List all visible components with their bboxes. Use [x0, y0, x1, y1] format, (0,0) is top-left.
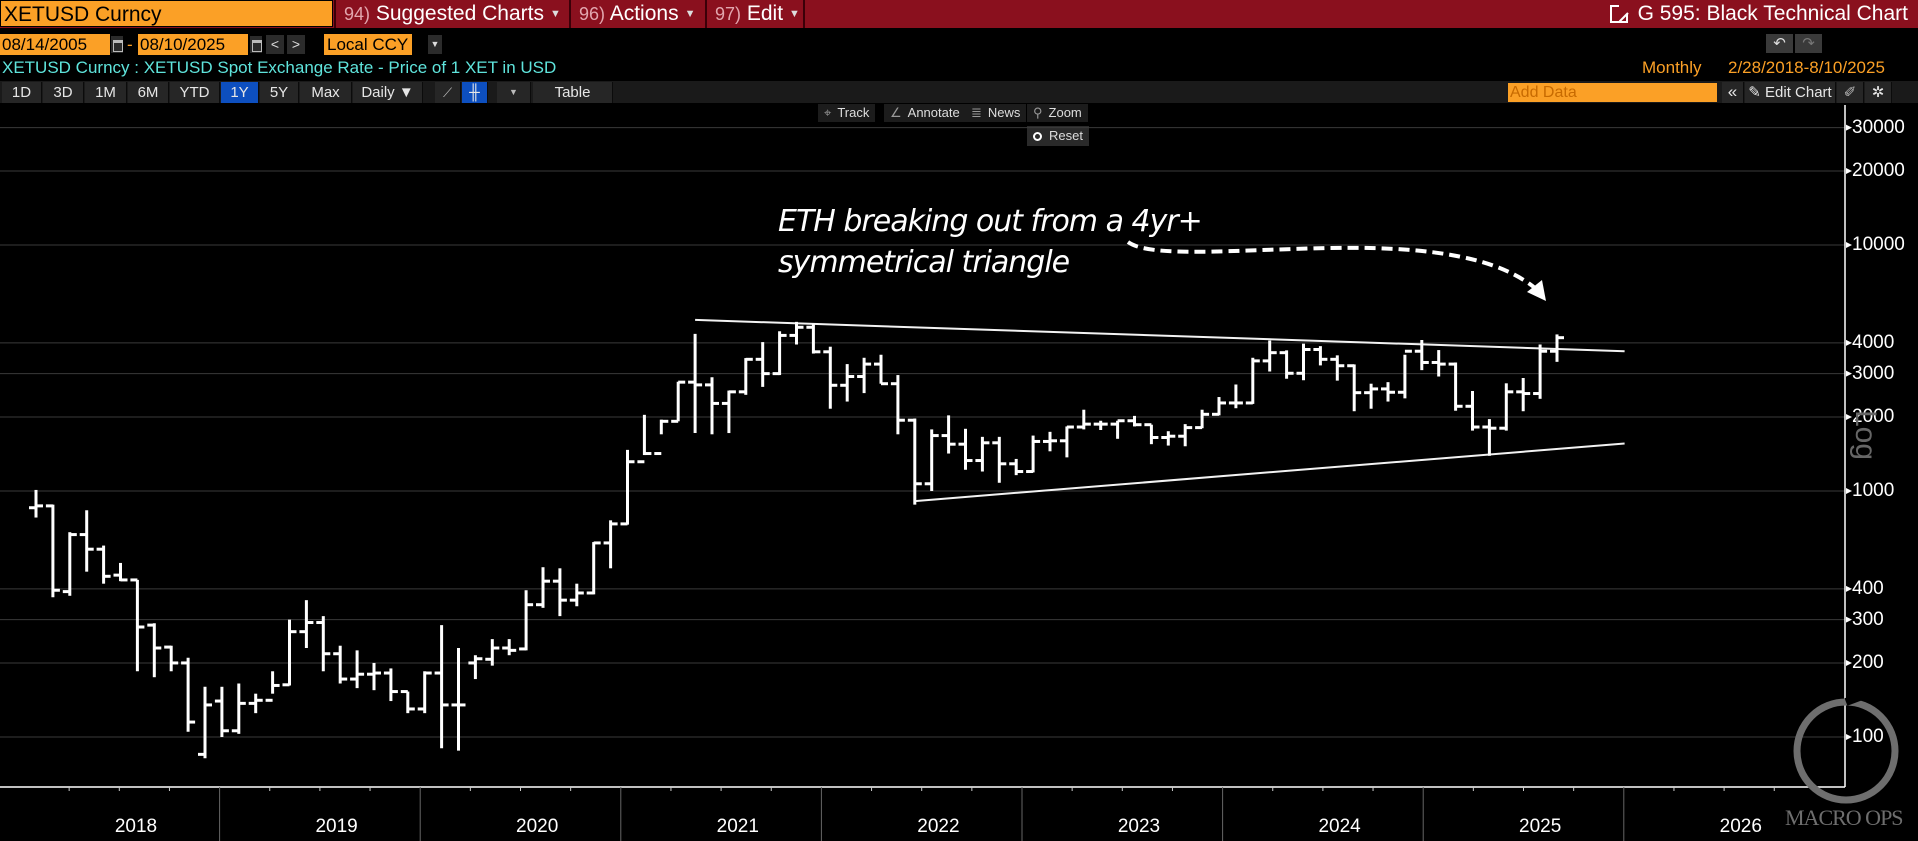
y-tick-label: 30000: [1852, 116, 1905, 138]
gear-icon[interactable]: ✲: [1865, 82, 1892, 103]
undo-button[interactable]: ↶: [1766, 34, 1793, 53]
y-tick-label: 200: [1852, 651, 1884, 673]
menu-number: 97): [715, 4, 742, 24]
y-tick-label: 2000: [1852, 405, 1895, 427]
edit-menu[interactable]: 97) Edit ▼: [705, 0, 805, 28]
macro-ops-logo-icon: [1793, 692, 1899, 804]
chevron-down-icon[interactable]: ▼: [428, 35, 442, 54]
zoom-button[interactable]: ⚲ Zoom: [1027, 104, 1088, 122]
period-1d[interactable]: 1D: [2, 82, 42, 103]
x-tick-label: 2026: [1719, 816, 1762, 837]
annotation-line-1: ETH breaking out from a 4yr+: [778, 204, 1203, 239]
y-tick-label: 20000: [1852, 159, 1905, 181]
ohlc-bars: [29, 321, 1564, 759]
x-tick-label: 2022: [917, 816, 960, 837]
annotate-label: Annotate: [907, 105, 960, 120]
zoom-label: Zoom: [1048, 105, 1082, 120]
annotation-edit-icon[interactable]: ✐: [1837, 82, 1864, 103]
chevron-down-icon: ▼: [549, 8, 561, 20]
frequency-label: Monthly: [1642, 58, 1702, 77]
watermark: MACRO OPS: [1785, 805, 1904, 830]
grid-lines: [0, 127, 1845, 738]
security-description: XETUSD Curncy : XETUSD Spot Exchange Rat…: [2, 58, 557, 77]
top-bar: XETUSD Curncy 94) Suggested Charts ▼ 96) …: [0, 0, 1918, 28]
menu-label: Suggested Charts: [375, 2, 544, 25]
annotation-line-2: symmetrical triangle: [778, 245, 1070, 280]
pencil-icon: ✎: [1748, 84, 1766, 101]
period-max[interactable]: Max: [300, 82, 352, 103]
period-6m[interactable]: 6M: [128, 82, 169, 103]
magnifier-icon: ⚲: [1033, 105, 1043, 120]
chevron-down-icon: ▼: [684, 8, 696, 20]
chart-toolbar: 1D 3D 1M 6M YTD 1Y 5Y Max Daily ▼ ⟋ ╫ ▼ …: [0, 81, 1918, 103]
date-range-label: 2/28/2018-8/10/2025: [1728, 58, 1885, 77]
previous-period-button[interactable]: <: [266, 35, 284, 54]
news-button[interactable]: ≣ News: [965, 104, 1027, 122]
x-tick-label: 2019: [315, 816, 358, 837]
suggested-charts-menu[interactable]: 94) Suggested Charts ▼: [334, 0, 567, 28]
menu-number: 96): [579, 4, 606, 24]
redo-button[interactable]: ↷: [1795, 34, 1822, 53]
menu-label: Actions: [609, 2, 679, 25]
collapse-icon[interactable]: «: [1722, 82, 1744, 103]
x-tick-label: 2023: [1117, 816, 1161, 837]
y-tick-label: 3000: [1852, 362, 1895, 384]
annotate-button[interactable]: ∠ Annotate: [884, 104, 966, 122]
date-range-row: 08/14/2005 - 08/10/2025 < > Local CCY ▼: [0, 34, 1918, 56]
period-3d[interactable]: 3D: [43, 82, 84, 103]
chart-axes: [0, 105, 1852, 841]
reset-label: Reset: [1049, 128, 1083, 143]
annotate-icon: ∠: [890, 105, 902, 120]
period-5y[interactable]: 5Y: [260, 82, 299, 103]
reset-icon: [1033, 132, 1042, 141]
chevron-down-icon: ▼: [789, 8, 800, 20]
calendar-icon[interactable]: [250, 36, 262, 53]
trendlines: [695, 318, 1625, 503]
crosshair-icon: ⌖: [824, 105, 832, 120]
bar-chart-icon[interactable]: ╫: [462, 82, 488, 103]
period-1m[interactable]: 1M: [85, 82, 127, 103]
table-button[interactable]: Table: [533, 82, 613, 103]
menu-number: 94): [344, 4, 371, 24]
next-period-button[interactable]: >: [287, 35, 305, 54]
external-link-icon[interactable]: [1609, 4, 1629, 23]
track-label: Track: [837, 105, 870, 120]
currency-select[interactable]: Local CCY: [324, 34, 412, 55]
window-title: G 595: Black Technical Chart: [1609, 0, 1908, 28]
interval-select[interactable]: Daily ▼: [353, 82, 423, 103]
y-tick-label: 400: [1852, 577, 1884, 599]
edit-chart-label: Edit Chart: [1765, 84, 1832, 101]
period-ytd[interactable]: YTD: [170, 82, 220, 103]
date-separator: -: [127, 35, 133, 54]
y-tick-label: 300: [1852, 608, 1884, 630]
x-tick-label: 2024: [1318, 816, 1361, 837]
y-tick-label: 1000: [1852, 480, 1895, 501]
annotation-arrow: [1126, 240, 1546, 301]
x-tick-label: 2018: [114, 816, 158, 837]
add-data-input[interactable]: Add Data: [1508, 83, 1717, 102]
menu-label: Edit: [746, 2, 784, 25]
y-tick-label: 10000: [1852, 234, 1905, 255]
x-tick-label: 2021: [716, 816, 759, 837]
start-date-input[interactable]: 08/14/2005: [0, 34, 110, 55]
x-tick-label: 2020: [516, 816, 559, 837]
news-icon: ≣: [971, 105, 982, 120]
news-label: News: [987, 105, 1021, 120]
actions-menu[interactable]: 96) Actions ▼: [569, 0, 704, 28]
line-chart-icon[interactable]: ⟋: [435, 82, 461, 103]
x-tick-label: 2025: [1519, 816, 1562, 837]
log-scale-label[interactable]: Log: [1849, 410, 1882, 461]
period-1y[interactable]: 1Y: [221, 82, 259, 103]
edit-chart-button[interactable]: ✎ Edit Chart: [1745, 82, 1836, 103]
y-tick-label: 100: [1852, 726, 1884, 747]
track-button[interactable]: ⌖ Track: [818, 104, 876, 122]
window-title-text: G 595: Black Technical Chart: [1637, 2, 1908, 25]
chart-type-dropdown[interactable]: ▼: [497, 82, 531, 103]
end-date-input[interactable]: 08/10/2025: [138, 34, 248, 55]
calendar-icon[interactable]: [111, 36, 123, 53]
y-tick-label: 4000: [1852, 331, 1895, 353]
ticker-input[interactable]: XETUSD Curncy: [0, 0, 333, 27]
reset-button[interactable]: Reset: [1027, 126, 1089, 146]
